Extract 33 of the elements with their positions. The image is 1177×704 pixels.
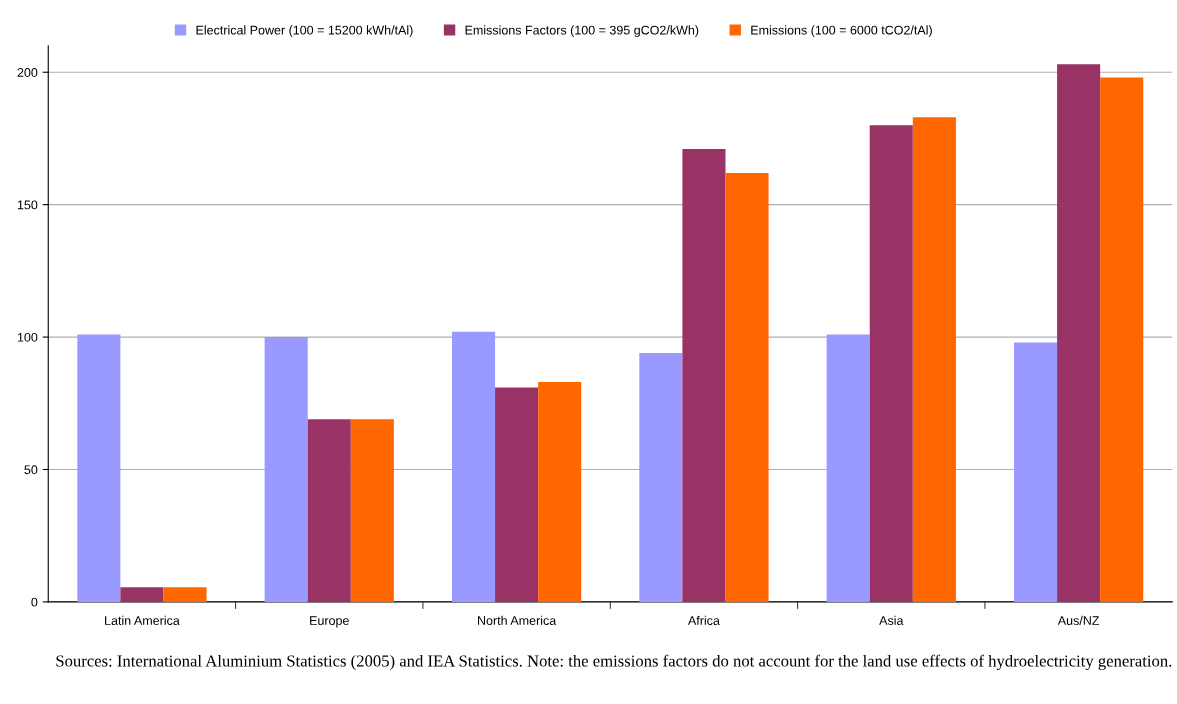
y-tick-label: 0: [31, 597, 38, 607]
bar: [77, 334, 121, 602]
x-tick-label: Africa: [687, 615, 720, 625]
bar: [1100, 77, 1144, 602]
x-tick-label: Europe: [310, 616, 349, 628]
x-tick-label: Latin America: [105, 615, 180, 625]
y-tick-label: 100: [17, 332, 38, 342]
bar: [912, 117, 956, 602]
bar: [495, 387, 539, 602]
x-tick-label: Asia: [879, 615, 904, 625]
legend-label: Emissions (100 = 6000 tCO2/tAl): [751, 25, 932, 37]
bar: [682, 149, 726, 602]
bar: [1057, 64, 1101, 602]
bar: [350, 419, 394, 602]
y-tick-label: 150: [17, 200, 38, 210]
legend-label: Electrical Power (100 = 15200 kWh/tAl): [196, 25, 413, 37]
legend-label: Emissions Factors (100 = 395 gCO2/kWh): [465, 25, 699, 38]
bar: [163, 587, 207, 602]
x-tick-label: Aus/NZ: [1057, 615, 1100, 625]
bar: [451, 331, 496, 602]
bar: [307, 419, 351, 602]
bar: [639, 352, 683, 602]
bar: [826, 334, 870, 602]
bar: [725, 172, 769, 602]
bar: [869, 125, 913, 602]
y-tick-label: 50: [24, 465, 38, 475]
bar: [264, 337, 308, 602]
bar: [1013, 342, 1058, 602]
y-tick-label: 200: [17, 68, 38, 77]
x-tick-label: North America: [478, 615, 557, 625]
bar: [120, 587, 164, 602]
bar: [538, 382, 582, 602]
source-note: Sources: International Aluminium Statistics (2005) and IEA Statistics. Note: the emissions factors do not account for the land use effects of hydroelectricity generation.: [56, 654, 1172, 671]
